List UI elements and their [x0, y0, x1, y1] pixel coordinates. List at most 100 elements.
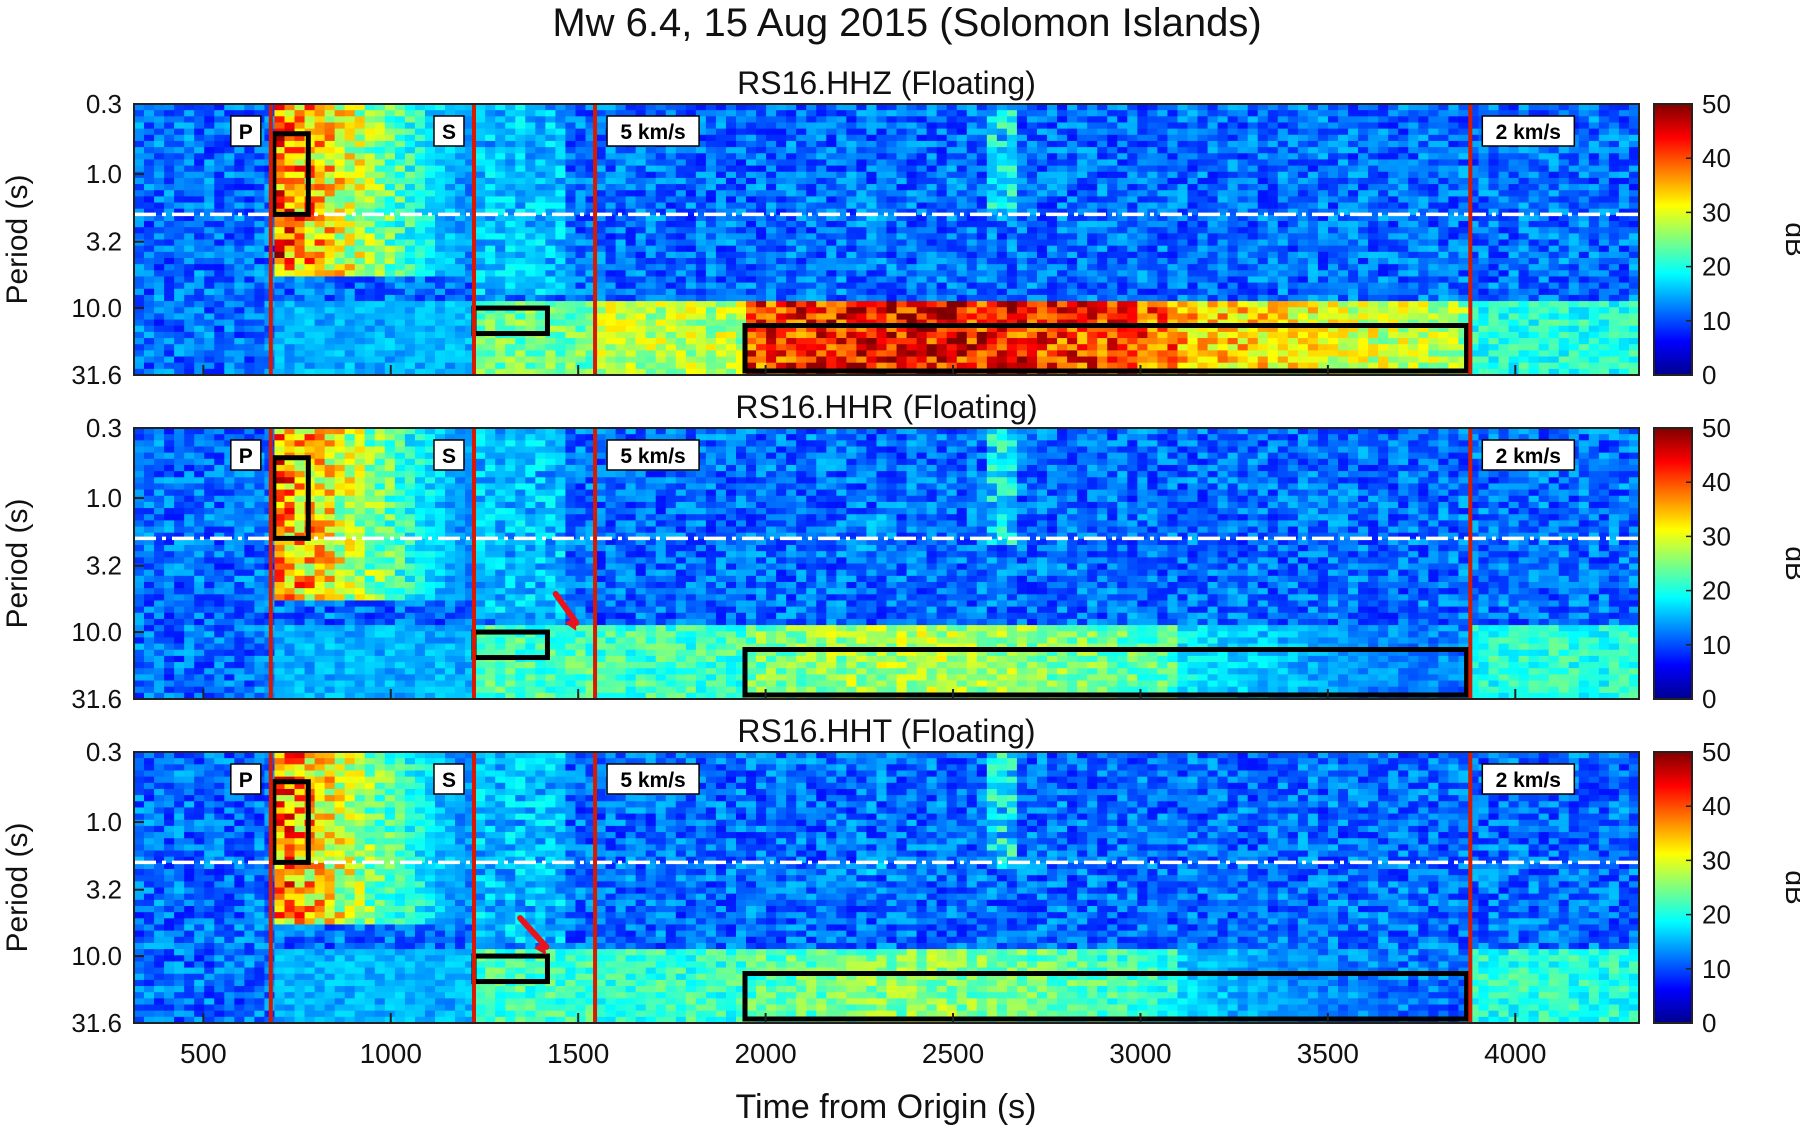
heatmap-cell	[325, 141, 336, 148]
heatmap-cell	[836, 258, 847, 265]
heatmap-cell	[716, 135, 727, 142]
heatmap-cell	[887, 233, 898, 240]
heatmap-cell	[475, 116, 486, 123]
heatmap-cell	[164, 153, 175, 160]
heatmap-cell	[696, 166, 707, 173]
heatmap-cell	[295, 270, 306, 277]
heatmap-cell	[405, 122, 416, 129]
heatmap-cell	[415, 258, 426, 265]
heatmap-cell	[746, 196, 757, 203]
heatmap-cell	[355, 190, 366, 197]
heatmap-cell	[194, 184, 205, 191]
heatmap-cell	[144, 135, 155, 142]
heatmap-cell	[495, 233, 506, 240]
heatmap-cell	[1188, 357, 1199, 364]
heatmap-cell	[405, 240, 416, 247]
heatmap-cell	[455, 172, 466, 179]
heatmap-cell	[305, 350, 316, 357]
heatmap-cell	[786, 344, 797, 351]
heatmap-cell	[686, 166, 697, 173]
heatmap-cell	[365, 104, 376, 111]
heatmap-cell	[1097, 110, 1108, 117]
heatmap-cell	[415, 190, 426, 197]
heatmap-cell	[997, 166, 1008, 173]
heatmap-cell	[1268, 172, 1279, 179]
heatmap-cell	[214, 166, 225, 173]
heatmap-cell	[1097, 203, 1108, 210]
heatmap-cell	[495, 122, 506, 129]
heatmap-cell	[495, 166, 506, 173]
heatmap-cell	[415, 122, 426, 129]
heatmap-cell	[1137, 196, 1148, 203]
heatmap-cell	[1268, 104, 1279, 111]
heatmap-cell	[214, 307, 225, 314]
heatmap-cell	[234, 264, 245, 271]
heatmap-cell	[565, 172, 576, 179]
heatmap-cell	[1107, 147, 1118, 154]
heatmap-cell	[937, 276, 948, 283]
heatmap-cell	[616, 246, 627, 253]
heatmap-cell	[987, 276, 998, 283]
heatmap-cell	[495, 258, 506, 265]
heatmap-cell	[626, 326, 637, 333]
heatmap-cell	[535, 227, 546, 234]
heatmap-cell	[174, 240, 185, 247]
heatmap-cell	[1208, 363, 1219, 370]
heatmap-cell	[676, 344, 687, 351]
heatmap-cell	[917, 141, 928, 148]
heatmap-cell	[606, 153, 617, 160]
heatmap-cell	[937, 307, 948, 314]
heatmap-cell	[1147, 332, 1158, 339]
heatmap-cell	[1147, 166, 1158, 173]
heatmap-cell	[1198, 332, 1209, 339]
heatmap-cell	[887, 276, 898, 283]
heatmap-cell	[1147, 196, 1158, 203]
heatmap-cell	[174, 332, 185, 339]
heatmap-cell	[445, 357, 456, 364]
heatmap-cell	[816, 283, 827, 290]
heatmap-cell	[1137, 172, 1148, 179]
heatmap-cell	[1117, 289, 1128, 296]
heatmap-cell	[385, 159, 396, 166]
heatmap-cell	[997, 227, 1008, 234]
heatmap-cell	[1047, 252, 1058, 259]
heatmap-cell	[435, 159, 446, 166]
heatmap-cell	[455, 276, 466, 283]
heatmap-cell	[1157, 104, 1168, 111]
heatmap-cell	[766, 135, 777, 142]
heatmap-cell	[1258, 246, 1269, 253]
heatmap-cell	[726, 153, 737, 160]
heatmap-cell	[214, 270, 225, 277]
heatmap-cell	[295, 295, 306, 302]
heatmap-cell	[616, 320, 627, 327]
heatmap-cell	[144, 221, 155, 228]
heatmap-cell	[244, 147, 255, 154]
heatmap-cell	[816, 203, 827, 210]
heatmap-cell	[736, 283, 747, 290]
heatmap-cell	[756, 295, 767, 302]
heatmap-cell	[686, 357, 697, 364]
heatmap-cell	[234, 221, 245, 228]
heatmap-cell	[1057, 264, 1068, 271]
heatmap-cell	[666, 159, 677, 166]
heatmap-cell	[134, 233, 145, 240]
heatmap-cell	[234, 270, 245, 277]
heatmap-cell	[1137, 246, 1148, 253]
heatmap-cell	[1117, 313, 1128, 320]
heatmap-cell	[1218, 129, 1229, 136]
heatmap-cell	[435, 350, 446, 357]
heatmap-cell	[656, 172, 667, 179]
heatmap-cell	[766, 295, 777, 302]
heatmap-cell	[676, 264, 687, 271]
heatmap-cell	[1047, 276, 1058, 283]
heatmap-cell	[1147, 313, 1158, 320]
heatmap-cell	[1198, 178, 1209, 185]
heatmap-cell	[395, 184, 406, 191]
heatmap-cell	[1037, 141, 1048, 148]
heatmap-cell	[154, 190, 165, 197]
heatmap-cell	[1117, 363, 1128, 370]
heatmap-cell	[194, 246, 205, 253]
heatmap-cell	[435, 246, 446, 253]
heatmap-cell	[475, 159, 486, 166]
heatmap-cell	[646, 338, 657, 345]
